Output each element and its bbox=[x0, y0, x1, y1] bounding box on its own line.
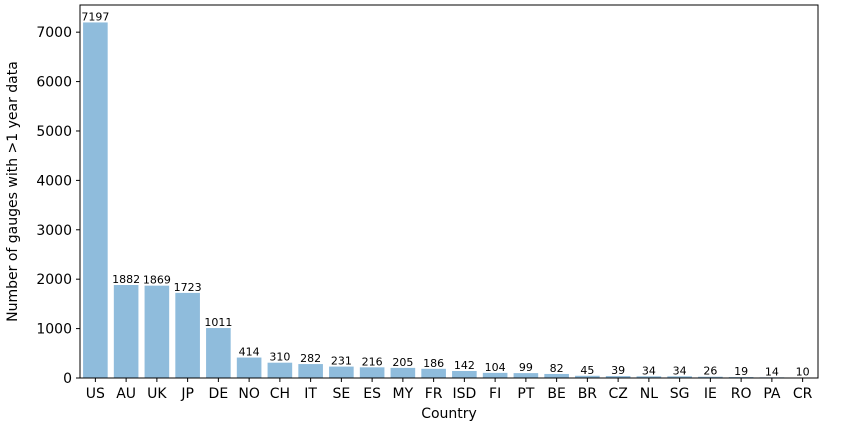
bar-NO bbox=[236, 357, 262, 378]
bar-ISD bbox=[452, 370, 477, 378]
bars-group bbox=[83, 22, 815, 378]
data-label-PA: 14 bbox=[765, 365, 779, 378]
x-tick-label-NL: NL bbox=[640, 386, 658, 402]
y-axis-label: Number of gauges with >1 year data bbox=[5, 61, 21, 322]
data-label-RO: 19 bbox=[734, 365, 748, 378]
bar-PT bbox=[513, 373, 539, 378]
bar-IE bbox=[698, 376, 723, 378]
data-label-PT: 99 bbox=[519, 361, 533, 374]
y-axis: 0 1000 2000 3000 4000 5000 6000 7000 bbox=[36, 25, 80, 387]
data-label-JP: 1723 bbox=[174, 281, 202, 294]
x-tick-label-MY: MY bbox=[393, 386, 414, 402]
bar-BE bbox=[544, 373, 569, 378]
y-tick-label-7000: 7000 bbox=[36, 25, 72, 41]
y-tick-label-0: 0 bbox=[63, 371, 72, 387]
bar-DE bbox=[206, 328, 231, 378]
bar-SG bbox=[667, 376, 692, 378]
y-tick-label-2000: 2000 bbox=[36, 272, 72, 288]
data-label-BE: 82 bbox=[550, 362, 564, 375]
data-label-CH: 310 bbox=[269, 351, 290, 364]
x-tick-label-AU: AU bbox=[116, 386, 136, 402]
data-label-FR: 186 bbox=[423, 357, 444, 370]
data-label-FI: 104 bbox=[485, 361, 506, 374]
x-tick-label-RO: RO bbox=[731, 386, 752, 402]
y-tick-label-6000: 6000 bbox=[36, 75, 72, 91]
data-label-SE: 231 bbox=[331, 355, 352, 368]
data-label-CZ: 39 bbox=[611, 364, 625, 377]
x-tick-label-PT: PT bbox=[517, 386, 534, 402]
bar-SE bbox=[329, 366, 354, 378]
bar-UK bbox=[144, 285, 170, 378]
x-tick-label-SE: SE bbox=[333, 386, 351, 402]
data-label-ISD: 142 bbox=[454, 359, 475, 372]
bar-NL bbox=[636, 376, 662, 378]
x-tick-label-SG: SG bbox=[670, 386, 690, 402]
data-label-NL: 34 bbox=[642, 364, 656, 377]
bar-US bbox=[83, 22, 108, 378]
x-tick-label-IE: IE bbox=[704, 386, 717, 402]
bar-AU bbox=[113, 285, 139, 378]
data-label-UK: 1869 bbox=[143, 274, 171, 287]
data-label-AU: 1882 bbox=[112, 273, 140, 286]
bar-FR bbox=[421, 368, 446, 378]
x-tick-label-ES: ES bbox=[363, 386, 381, 402]
data-label-NO: 414 bbox=[239, 346, 260, 359]
x-tick-label-FR: FR bbox=[425, 386, 443, 402]
y-tick-label-4000: 4000 bbox=[36, 173, 72, 189]
data-label-BR: 45 bbox=[580, 364, 594, 377]
x-tick-label-CH: CH bbox=[270, 386, 290, 402]
x-axis-label: Country bbox=[421, 406, 477, 422]
x-tick-label-JP: JP bbox=[180, 386, 194, 402]
plot-frame bbox=[79, 4, 819, 379]
x-tick-label-BE: BE bbox=[547, 386, 565, 402]
x-tick-label-NO: NO bbox=[238, 386, 260, 402]
bar-CH bbox=[267, 362, 293, 378]
bar-FI bbox=[482, 372, 508, 378]
data-label-US: 7197 bbox=[81, 10, 109, 23]
data-label-IE: 26 bbox=[703, 365, 717, 378]
data-label-IT: 282 bbox=[300, 352, 321, 365]
data-label-DE: 1011 bbox=[204, 316, 232, 329]
bar-BR bbox=[575, 375, 600, 378]
x-tick-label-UK: UK bbox=[147, 386, 167, 402]
bar-MY bbox=[390, 367, 416, 378]
data-label-SG: 34 bbox=[673, 364, 687, 377]
x-tick-label-BR: BR bbox=[578, 386, 598, 402]
x-tick-label-PA: PA bbox=[763, 386, 781, 402]
y-tick-label-5000: 5000 bbox=[36, 124, 72, 140]
bar-CZ bbox=[605, 376, 631, 378]
x-tick-label-FI: FI bbox=[489, 386, 501, 402]
x-tick-label-ISD: ISD bbox=[452, 386, 476, 402]
data-label-ES: 216 bbox=[362, 355, 383, 368]
bar-JP bbox=[175, 292, 200, 378]
data-label-MY: 205 bbox=[392, 356, 413, 369]
x-axis: US AU UK JP DE NO CH IT SE ES MY FR ISD FI PT BE BR CZ NL S… bbox=[86, 378, 813, 402]
bar-ES bbox=[359, 367, 385, 378]
x-tick-label-DE: DE bbox=[209, 386, 229, 402]
bar-IT bbox=[298, 364, 323, 378]
data-label-CR: 10 bbox=[796, 366, 810, 379]
x-tick-label-US: US bbox=[86, 386, 105, 402]
x-tick-label-CR: CR bbox=[793, 386, 813, 402]
x-tick-label-CZ: CZ bbox=[608, 386, 627, 402]
y-tick-label-1000: 1000 bbox=[36, 322, 72, 338]
y-tick-label-3000: 3000 bbox=[36, 223, 72, 239]
x-tick-label-IT: IT bbox=[304, 386, 317, 402]
